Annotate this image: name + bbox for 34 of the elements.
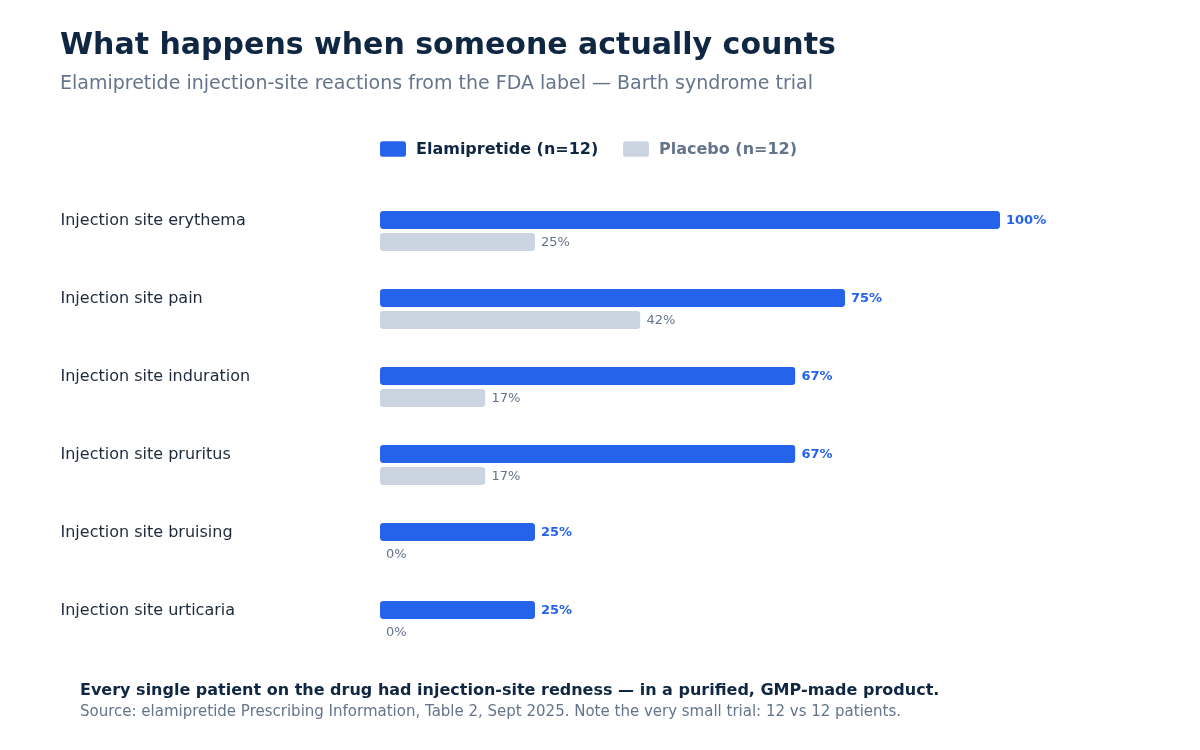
y-tick-label: Injection site induration bbox=[60, 366, 251, 385]
data-label: 0% bbox=[386, 546, 407, 561]
data-label: 0% bbox=[386, 624, 407, 639]
chart-subtitle: Elamipretide injection-site reactions from the FDA label — Barth syndrome trial bbox=[60, 71, 813, 93]
data-label: 17% bbox=[491, 390, 521, 405]
data-label: 42% bbox=[646, 312, 676, 327]
annotation: Every single patient on the drug had injection-site redness — in a purified, GMP-made product. bbox=[80, 680, 940, 699]
data-label: 25% bbox=[541, 234, 570, 249]
data-label: 75% bbox=[851, 290, 883, 305]
legend-label: Placebo (n=12) bbox=[659, 139, 798, 158]
bar bbox=[380, 311, 641, 330]
data-label: 25% bbox=[541, 524, 573, 539]
data-label: 25% bbox=[541, 602, 573, 617]
data-label: 100% bbox=[1006, 212, 1047, 227]
chart-title: What happens when someone actually counts bbox=[60, 26, 836, 61]
y-tick-label: Injection site pain bbox=[60, 288, 203, 307]
bar bbox=[380, 288, 845, 307]
bar bbox=[380, 210, 1000, 229]
source-note: Source: elamipretide Prescribing Information, Table 2, Sept 2025. Note the very small trial: 12 vs 12 patients. bbox=[80, 702, 902, 720]
bar bbox=[380, 233, 535, 252]
bar bbox=[380, 366, 796, 385]
y-tick-label: Injection site pruritus bbox=[60, 444, 231, 463]
data-label: 67% bbox=[801, 446, 833, 461]
bar bbox=[380, 444, 796, 463]
data-label: 17% bbox=[491, 468, 521, 483]
bar bbox=[380, 522, 535, 541]
bar bbox=[380, 600, 535, 619]
y-tick-label: Injection site urticaria bbox=[60, 600, 236, 619]
bar bbox=[380, 467, 486, 486]
data-label: 67% bbox=[801, 368, 833, 383]
y-tick-label: Injection site erythema bbox=[60, 210, 246, 229]
y-tick-label: Injection site bruising bbox=[60, 522, 233, 541]
bar bbox=[380, 389, 486, 408]
legend-label: Elamipretide (n=12) bbox=[416, 139, 599, 158]
